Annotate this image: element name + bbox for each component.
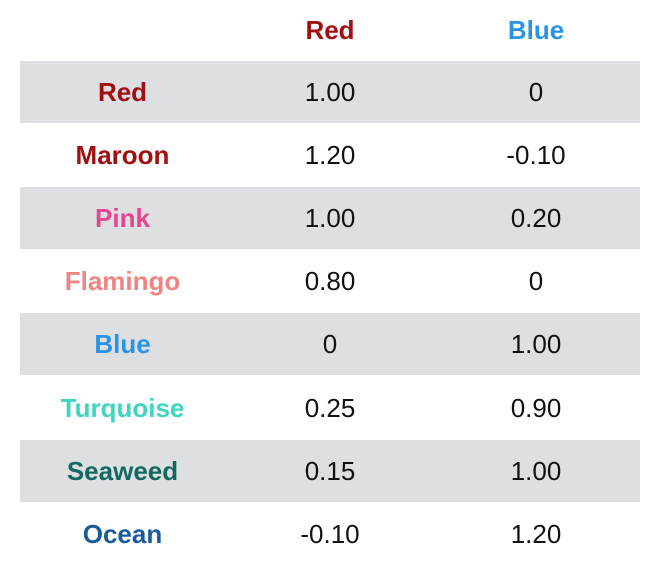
blue-value: 1.00 xyxy=(510,329,562,360)
row-label: Red xyxy=(97,77,148,107)
red-value: 0.80 xyxy=(304,266,356,297)
column-header-blue: Blue xyxy=(507,15,565,45)
blue-value: 0.90 xyxy=(510,392,562,423)
red-value: 1.00 xyxy=(304,77,356,107)
red-value: 0.25 xyxy=(304,392,356,423)
row-label: Ocean xyxy=(82,518,163,549)
blue-value: 0.20 xyxy=(510,203,562,234)
table-row: Blue 0 1.00 xyxy=(20,313,640,376)
table-row: Maroon 1.20 -0.10 xyxy=(20,124,640,186)
blue-value: 0 xyxy=(528,77,544,107)
red-value: -0.10 xyxy=(300,518,360,549)
blue-value: 1.00 xyxy=(510,455,562,486)
table-row: Flamingo 0.80 0 xyxy=(20,250,640,312)
column-header-red: Red xyxy=(305,15,355,45)
row-label: Maroon xyxy=(75,140,170,171)
blue-value: -0.10 xyxy=(506,140,566,171)
red-value: 1.00 xyxy=(304,203,356,234)
blue-value: 1.20 xyxy=(510,518,562,549)
header-row: Red Blue xyxy=(0,0,656,60)
blue-value: 0 xyxy=(528,266,544,297)
row-label: Turquoise xyxy=(60,392,185,423)
row-label: Pink xyxy=(95,203,150,234)
red-value: 1.20 xyxy=(304,140,356,171)
table-row: Ocean -0.10 1.20 xyxy=(20,503,640,565)
table-row: Seaweed 0.15 1.00 xyxy=(20,439,640,502)
table-row: Pink 1.00 0.20 xyxy=(20,187,640,250)
row-label: Blue xyxy=(94,329,151,360)
row-label: Flamingo xyxy=(64,266,181,297)
table-row: Red 1.00 0 xyxy=(20,61,640,123)
red-value: 0 xyxy=(322,329,338,360)
red-value: 0.15 xyxy=(304,455,356,486)
row-label: Seaweed xyxy=(66,455,179,486)
table-row: Turquoise 0.25 0.90 xyxy=(20,377,640,439)
